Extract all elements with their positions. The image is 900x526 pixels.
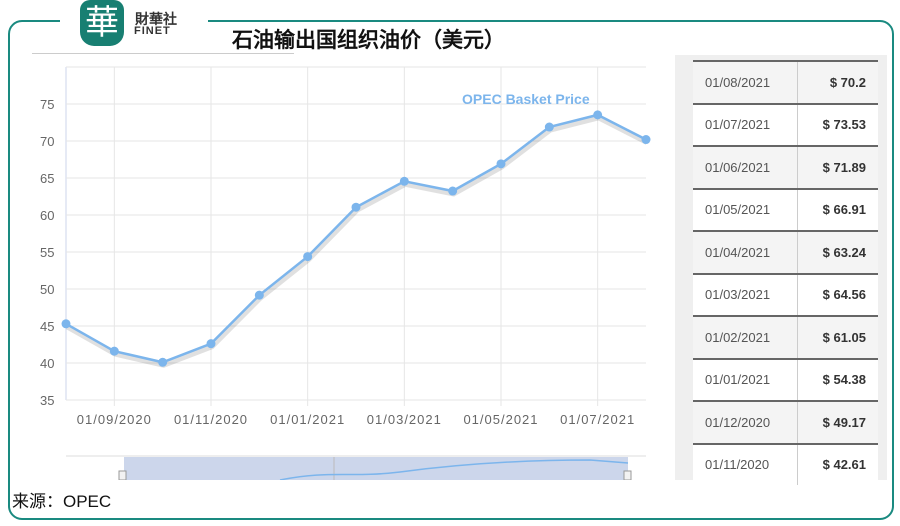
price-cell: $ 66.91: [797, 187, 878, 231]
data-point: [593, 110, 603, 120]
price-cell: $ 73.53: [797, 102, 878, 146]
data-point: [496, 159, 506, 169]
table-row: 01/08/2021 $ 70.2: [693, 60, 878, 104]
table-row: 01/11/2020 $ 42.61: [693, 442, 878, 485]
x-tick-label: 01/07/2021: [560, 412, 635, 427]
date-cell: 01/05/2021: [693, 187, 798, 231]
series-line-shadow: [65, 115, 649, 368]
series-label: OPEC Basket Price: [462, 91, 590, 107]
x-tick-label: 01/11/2020: [174, 412, 248, 427]
table-row: 01/02/2021 $ 61.05: [693, 315, 878, 359]
date-cell: 01/06/2021: [693, 145, 798, 189]
data-point: [61, 319, 71, 329]
finet-logo: 華: [80, 0, 124, 46]
table-row: 01/04/2021 $ 63.24: [693, 230, 878, 274]
data-point: [399, 176, 409, 186]
data-point: [448, 186, 458, 196]
date-cell: 01/11/2020: [693, 442, 798, 485]
date-cell: 01/04/2021: [693, 230, 798, 274]
source-note: 来源：OPEC: [12, 487, 672, 512]
y-tick-label: 60: [40, 208, 54, 223]
line-chart: 35 40 45 50 55 60 65 70 75 01/09/2020 01/11/2020 01…: [40, 66, 651, 480]
date-cell: 01/08/2021: [693, 60, 798, 104]
y-tick-label: 70: [40, 134, 54, 149]
date-cell: 01/12/2020: [693, 400, 798, 444]
table-row: 01/12/2020 $ 49.17: [693, 400, 878, 444]
x-tick-label: 01/03/2021: [367, 412, 442, 427]
y-tick-label: 40: [40, 356, 54, 371]
chart-title: 石油输出国组织油价（美元）: [226, 24, 511, 54]
navigator-handle-right: [623, 470, 632, 480]
y-tick-label: 65: [40, 171, 54, 186]
navigator-handle-left: [118, 470, 127, 480]
y-tick-label: 50: [40, 282, 54, 297]
table-row: 01/07/2021 $ 73.53: [693, 102, 878, 146]
price-cell: $ 54.38: [797, 357, 878, 401]
price-cell: $ 71.89: [797, 145, 878, 189]
data-point: [109, 346, 119, 356]
divider: [32, 53, 294, 54]
x-tick-label: 01/09/2020: [77, 412, 152, 427]
brand-name-cn: 財華社: [135, 11, 177, 27]
price-cell: $ 70.2: [797, 60, 878, 104]
navigator-line: [279, 459, 629, 480]
table-row: 01/06/2021 $ 71.89: [693, 145, 878, 189]
data-point: [544, 122, 554, 132]
date-cell: 01/01/2021: [693, 357, 798, 401]
y-tick-label: 55: [40, 245, 54, 260]
frame-border: [8, 20, 894, 520]
date-cell: 01/02/2021: [693, 315, 798, 359]
table-row: 01/05/2021 $ 66.91: [693, 187, 878, 231]
price-cell: $ 64.56: [797, 272, 878, 316]
navigator[interactable]: [66, 455, 646, 480]
series-line: [65, 113, 647, 364]
data-point: [303, 252, 313, 262]
table-row: 01/01/2021 $ 54.38: [693, 357, 878, 401]
date-cell: 01/03/2021: [693, 272, 798, 316]
y-tick-label: 35: [40, 393, 54, 408]
x-tick-label: 01/01/2021: [270, 412, 345, 427]
price-cell: $ 63.24: [797, 230, 878, 274]
price-cell: $ 49.17: [797, 400, 878, 444]
data-point: [641, 135, 651, 145]
x-tick-label: 01/05/2021: [463, 412, 538, 427]
price-cell: $ 42.61: [797, 442, 878, 485]
price-cell: $ 61.05: [797, 315, 878, 359]
data-point: [351, 202, 361, 212]
data-point: [254, 290, 264, 300]
data-point: [158, 357, 168, 367]
date-cell: 01/07/2021: [693, 102, 798, 146]
data-point: [206, 339, 216, 349]
y-tick-label: 45: [40, 319, 54, 334]
brand-name-en: FINET: [134, 25, 171, 37]
table-row: 01/03/2021 $ 64.56: [693, 272, 878, 316]
price-table: 01/08/2021 $ 70.2 01/07/2021 $ 73.53 01/06/2…: [693, 60, 878, 485]
y-tick-label: 75: [40, 97, 54, 112]
